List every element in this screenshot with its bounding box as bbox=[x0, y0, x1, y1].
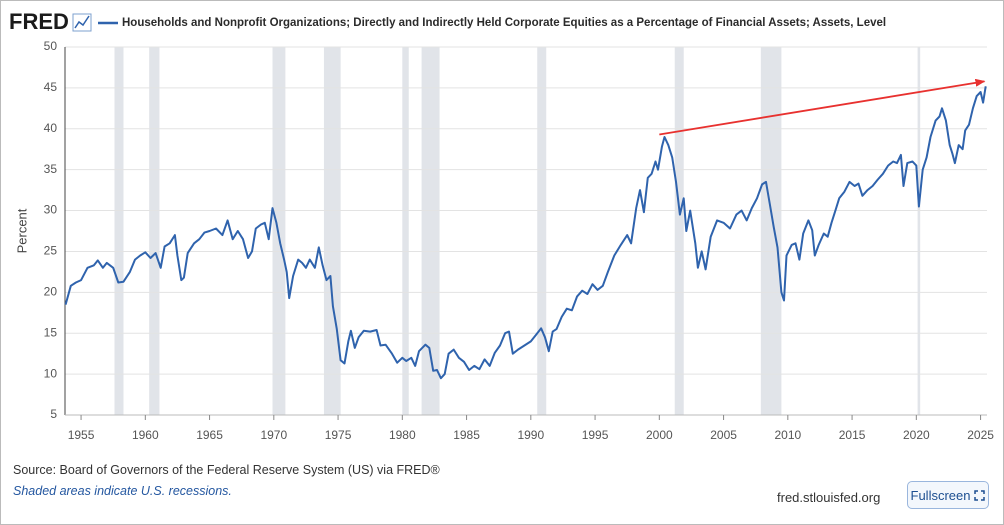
x-tick-label: 1995 bbox=[582, 428, 609, 442]
data-line bbox=[64, 86, 987, 380]
fullscreen-icon bbox=[974, 489, 986, 501]
x-tick-label: 2005 bbox=[710, 428, 737, 442]
y-tick-label: 20 bbox=[44, 285, 58, 299]
y-tick-label: 5 bbox=[50, 407, 57, 421]
recession-band bbox=[917, 47, 921, 415]
x-tick-label: 1965 bbox=[196, 428, 223, 442]
recession-band bbox=[114, 47, 124, 415]
y-tick-label: 35 bbox=[44, 162, 58, 176]
recession-band bbox=[421, 47, 440, 415]
site: fred.stlouisfed.org bbox=[777, 490, 881, 505]
recession-band bbox=[149, 47, 160, 415]
recession-band bbox=[537, 47, 547, 415]
recession-band bbox=[760, 47, 782, 415]
x-tick-label: 2020 bbox=[903, 428, 930, 442]
x-tick-label: 1970 bbox=[260, 428, 287, 442]
recession-band bbox=[272, 47, 286, 415]
x-tick-label: 2025 bbox=[967, 428, 994, 442]
legend-label: Households and Nonprofit Organizations; … bbox=[122, 17, 886, 29]
x-tick-label: 1960 bbox=[132, 428, 159, 442]
source: Source: Board of Governors of the Federa… bbox=[13, 463, 440, 477]
recession-band bbox=[323, 47, 341, 415]
x-tick-label: 1955 bbox=[68, 428, 95, 442]
fullscreen-button[interactable]: Fullscreen bbox=[907, 481, 989, 509]
y-tick-label: 50 bbox=[44, 39, 58, 53]
x-tick-label: 1975 bbox=[325, 428, 352, 442]
x-tick-label: 2010 bbox=[774, 428, 801, 442]
note: Shaded areas indicate U.S. recessions. bbox=[13, 484, 232, 498]
recession-band bbox=[674, 47, 684, 415]
y-tick-label: 15 bbox=[44, 325, 58, 339]
x-tick-label: 1990 bbox=[517, 428, 544, 442]
recession-band bbox=[402, 47, 409, 415]
annotation-arrow bbox=[659, 78, 986, 136]
x-tick-label: 2000 bbox=[646, 428, 673, 442]
y-tick-label: 40 bbox=[44, 121, 58, 135]
logo-icon bbox=[72, 13, 92, 32]
y-tick-label: 25 bbox=[44, 244, 58, 258]
button-label: Fullscreen bbox=[910, 487, 971, 503]
logo: FRED bbox=[9, 9, 69, 34]
x-tick-label: 1980 bbox=[389, 428, 416, 442]
x-tick-label: 2015 bbox=[839, 428, 866, 442]
y-axis-title: Percent bbox=[14, 208, 29, 253]
chart: FRED Households and Nonprofit Organizati… bbox=[9, 9, 994, 442]
y-tick-label: 10 bbox=[44, 366, 58, 380]
x-tick-label: 1985 bbox=[453, 428, 480, 442]
y-tick-label: 45 bbox=[44, 80, 58, 94]
y-tick-label: 30 bbox=[44, 203, 58, 217]
